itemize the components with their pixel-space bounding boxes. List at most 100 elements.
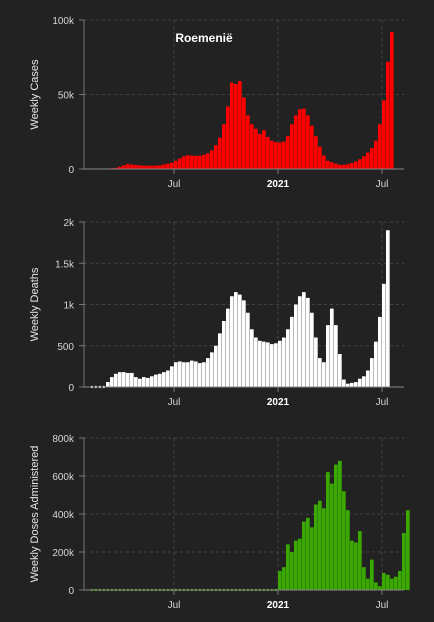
bar [246, 115, 250, 169]
bar [354, 542, 358, 590]
bar [386, 61, 390, 169]
bar [362, 156, 366, 169]
bar [290, 316, 294, 387]
bar [266, 342, 270, 387]
y-tick-label: 50k [58, 91, 75, 102]
bar [390, 31, 394, 170]
bar [330, 308, 334, 387]
bar [118, 166, 122, 169]
bar [286, 136, 290, 169]
bar [210, 352, 214, 387]
bar [210, 150, 214, 169]
x-tick-label: 2021 [267, 397, 290, 408]
bar [158, 373, 162, 387]
weekly-deaths-chart: 0 500 1k 1.5k 2k Jul 2021 Jul Weekly Deaths [29, 218, 404, 408]
bar [202, 362, 206, 387]
bar [126, 164, 130, 169]
bar [222, 321, 226, 387]
bar [366, 370, 370, 387]
bar [142, 377, 146, 387]
bar [382, 100, 386, 169]
bar [302, 108, 306, 169]
bar [290, 124, 294, 169]
bar [370, 148, 374, 169]
bar [330, 483, 334, 590]
bar [190, 360, 194, 387]
bar [258, 133, 262, 169]
weekly-cases-chart: 0 50k 100k Jul 2021 Jul Weekly Cases Roemenië [29, 16, 404, 190]
y-tick-label: 100k [52, 16, 75, 27]
bar [338, 354, 342, 387]
bar [334, 464, 338, 590]
y-axis-title: Weekly Cases [29, 59, 41, 130]
bar [226, 308, 230, 387]
bar [226, 106, 230, 169]
bar [146, 165, 150, 169]
y-tick-label: 0 [68, 383, 74, 394]
bar [262, 341, 266, 387]
bar [182, 156, 186, 169]
bar [334, 325, 338, 387]
bar [270, 140, 274, 169]
bar [194, 155, 198, 169]
bar [406, 510, 410, 590]
bar [358, 378, 362, 387]
y-tick-label: 0 [68, 586, 74, 597]
bar [402, 533, 406, 590]
bar [146, 377, 150, 387]
y-tick-label: 1k [63, 301, 75, 312]
bar [314, 337, 318, 387]
bar [162, 372, 166, 387]
bar [174, 160, 178, 169]
bar [182, 362, 186, 387]
y-tick-label: 500 [57, 342, 74, 353]
bar [366, 152, 370, 169]
bar [358, 159, 362, 169]
bar [222, 124, 226, 169]
bar [118, 372, 122, 387]
bar [134, 377, 138, 387]
weekly-doses-chart: 0 200k 400k 600k 800k Jul 2021 Jul Weekly Doses … [29, 434, 410, 611]
bar [342, 379, 346, 387]
bar [162, 164, 166, 169]
bar [246, 312, 250, 387]
bar [390, 578, 394, 590]
bar [214, 345, 218, 387]
bar [354, 382, 358, 387]
bar [298, 538, 302, 590]
bar [202, 154, 206, 169]
bar [330, 162, 334, 169]
bar [326, 472, 330, 590]
bar [306, 297, 310, 387]
bar [394, 576, 398, 590]
bar [354, 161, 358, 169]
bar [370, 358, 374, 387]
bar [302, 292, 306, 387]
bar [338, 164, 342, 169]
bar [322, 362, 326, 387]
bar [138, 378, 142, 387]
bar [278, 142, 282, 169]
bar [234, 84, 238, 169]
bar [350, 163, 354, 169]
bar [242, 300, 246, 387]
bar [374, 582, 378, 590]
bar [314, 504, 318, 590]
y-tick-label: 600k [52, 472, 75, 483]
bar [218, 333, 222, 387]
bar [382, 572, 386, 590]
bar [286, 329, 290, 387]
bar [110, 377, 114, 387]
bar [178, 361, 182, 387]
bar [362, 376, 366, 387]
bar [378, 586, 382, 590]
bar [166, 163, 170, 169]
bar [262, 130, 266, 169]
bar [150, 376, 154, 387]
bar [166, 370, 170, 387]
bar [114, 373, 118, 387]
y-axis-title: Weekly Doses Administered [29, 446, 41, 583]
bar [378, 316, 382, 387]
bar [298, 109, 302, 169]
